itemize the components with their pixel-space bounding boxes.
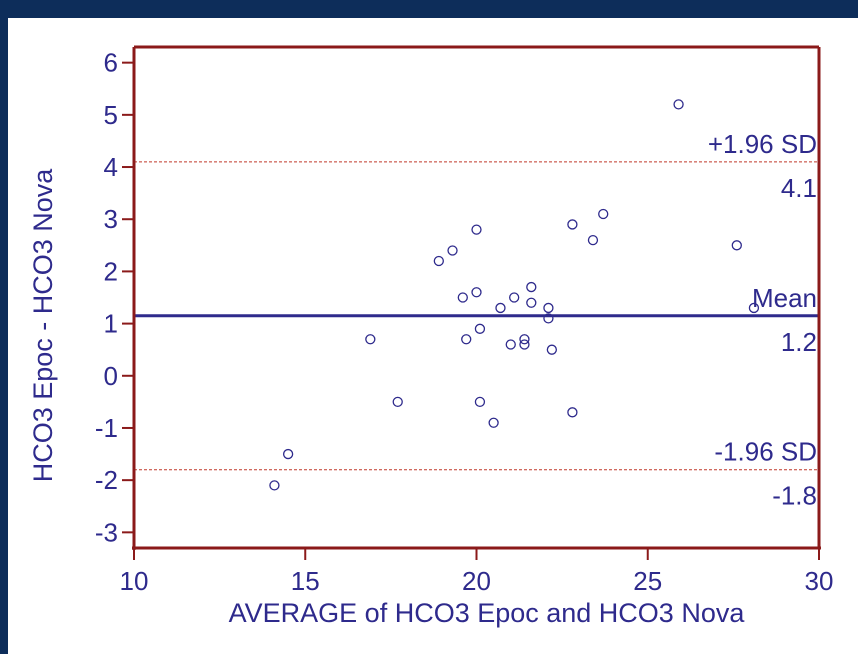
y-tick-label: 4	[104, 152, 118, 182]
data-point	[526, 297, 537, 308]
data-point	[546, 344, 557, 355]
x-tick-label: 10	[120, 566, 149, 596]
x-tick-label: 25	[633, 566, 662, 596]
reference-lines: +1.96 SD 4.1 Mean 1.2 -1.96 SD -1.8	[134, 129, 819, 511]
data-point	[365, 334, 376, 345]
data-point	[598, 208, 609, 220]
data-point	[282, 448, 294, 460]
data-point	[471, 224, 482, 235]
chart-panel: +1.96 SD 4.1 Mean 1.2 -1.96 SD -1.8 -3 -2 -1 0 1 2…	[8, 18, 858, 654]
x-tick-label: 15	[291, 566, 320, 596]
data-point	[392, 396, 403, 408]
data-point	[269, 480, 280, 491]
data-point	[471, 287, 482, 298]
y-tick-label: -3	[95, 517, 118, 547]
data-point	[543, 302, 554, 314]
reference-label-lower: -1.96 SD	[714, 437, 817, 467]
data-point	[474, 396, 486, 408]
data-point	[567, 219, 578, 230]
x-tick-label: 20	[462, 566, 491, 596]
data-point	[461, 334, 472, 345]
y-tick-label: 3	[104, 204, 118, 234]
reference-value-lower: -1.8	[772, 481, 817, 511]
reference-label-mean: Mean	[752, 283, 817, 313]
data-point	[543, 313, 554, 324]
y-tick-label: 5	[104, 100, 118, 130]
axes: -3 -2 -1 0 1 2 3 4 5 6 10 15 20 25 30	[95, 45, 834, 596]
data-point	[447, 245, 458, 256]
y-tick-label: -2	[95, 465, 118, 495]
data-point	[673, 99, 684, 110]
data-point	[526, 281, 537, 293]
data-point	[433, 255, 444, 267]
data-point	[505, 339, 516, 350]
data-point	[731, 240, 742, 251]
reference-value-mean: 1.2	[781, 327, 817, 357]
data-points	[269, 99, 760, 491]
data-point	[488, 417, 499, 428]
data-point	[567, 407, 578, 418]
y-tick-label: -1	[95, 413, 118, 443]
y-tick-label: 2	[104, 256, 118, 286]
data-point	[519, 334, 530, 345]
reference-label-upper: +1.96 SD	[708, 129, 817, 159]
data-point	[519, 339, 530, 350]
data-point	[474, 323, 486, 334]
y-tick-label: 6	[104, 48, 118, 78]
data-point	[457, 292, 468, 303]
reference-value-upper: 4.1	[781, 173, 817, 203]
x-axis-title: AVERAGE of HCO3 Epoc and HCO3 Nova	[229, 598, 746, 628]
y-tick-label: 0	[104, 361, 118, 391]
y-axis-title: HCO3 Epoc - HCO3 Nova	[28, 168, 58, 483]
y-tick-label: 1	[104, 309, 118, 339]
x-tick-label: 30	[805, 566, 834, 596]
data-point	[495, 302, 506, 314]
bland-altman-chart: +1.96 SD 4.1 Mean 1.2 -1.96 SD -1.8 -3 -2 -1 0 1 2…	[28, 45, 834, 628]
data-point	[587, 234, 599, 246]
data-point	[509, 292, 520, 303]
data-point	[748, 302, 760, 314]
